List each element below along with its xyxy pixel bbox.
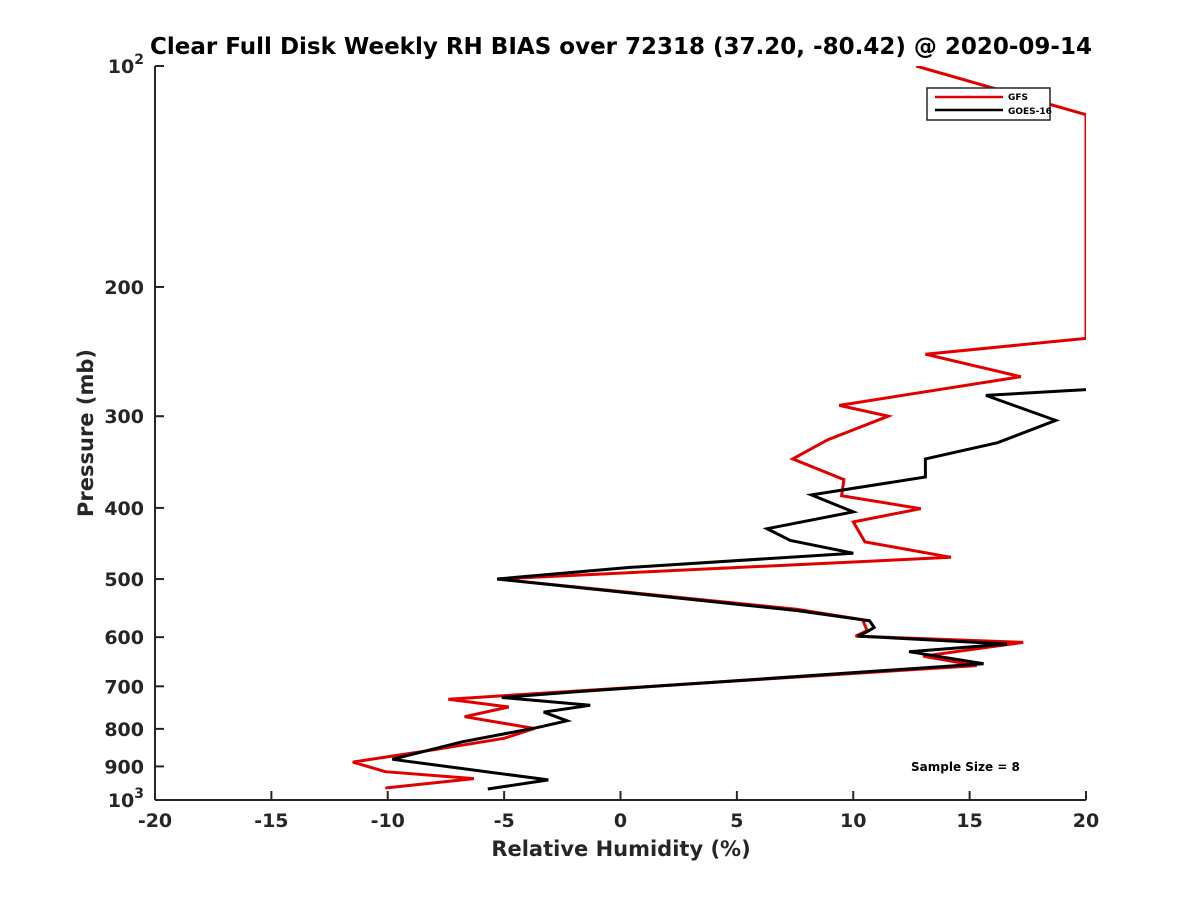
x-tick-label: -15 (254, 810, 288, 832)
sample-size-annotation: Sample Size = 8 (911, 760, 1020, 774)
y-tick-label: 300 (104, 406, 144, 428)
series-layer (352, 66, 1086, 791)
y-tick-label: 200 (104, 277, 144, 299)
x-axis-label: Relative Humidity (%) (491, 837, 750, 861)
x-tick-label: -20 (138, 810, 172, 832)
legend-label-gfs: GFS (1008, 93, 1028, 103)
x-ticks: -20 -15 -10 -5 0 5 10 15 20 (138, 791, 1099, 832)
y-tick-label: 102 (108, 52, 144, 78)
y-axis-label: Pressure (mb) (74, 349, 98, 517)
y-tick-label: 400 (104, 498, 144, 520)
y-tick-label: 800 (104, 719, 144, 741)
x-tick-label: -10 (371, 810, 405, 832)
y-tick-label: 600 (104, 627, 144, 649)
chart-title: Clear Full Disk Weekly RH BIAS over 7231… (150, 34, 1092, 60)
x-tick-label: 20 (1073, 810, 1099, 832)
x-tick-label: 15 (956, 810, 982, 832)
x-tick-label: 10 (840, 810, 866, 832)
x-tick-label: 0 (614, 810, 627, 832)
x-tick-label: 5 (730, 810, 743, 832)
x-tick-label: -5 (494, 810, 515, 832)
y-tick-label: 500 (104, 569, 144, 591)
y-tick-label: 103 (108, 786, 144, 812)
y-tick-label: 700 (104, 676, 144, 698)
y-tick-label: 900 (104, 756, 144, 778)
legend-label-goes16: GOES-16 (1008, 107, 1052, 117)
legend-box (926, 87, 1051, 121)
y-ticks: 102 200 300 400 500 600 700 800 900 103 (104, 52, 164, 812)
series-line-goes16 (392, 388, 1086, 791)
legend: GFS GOES-16 (926, 87, 1052, 121)
